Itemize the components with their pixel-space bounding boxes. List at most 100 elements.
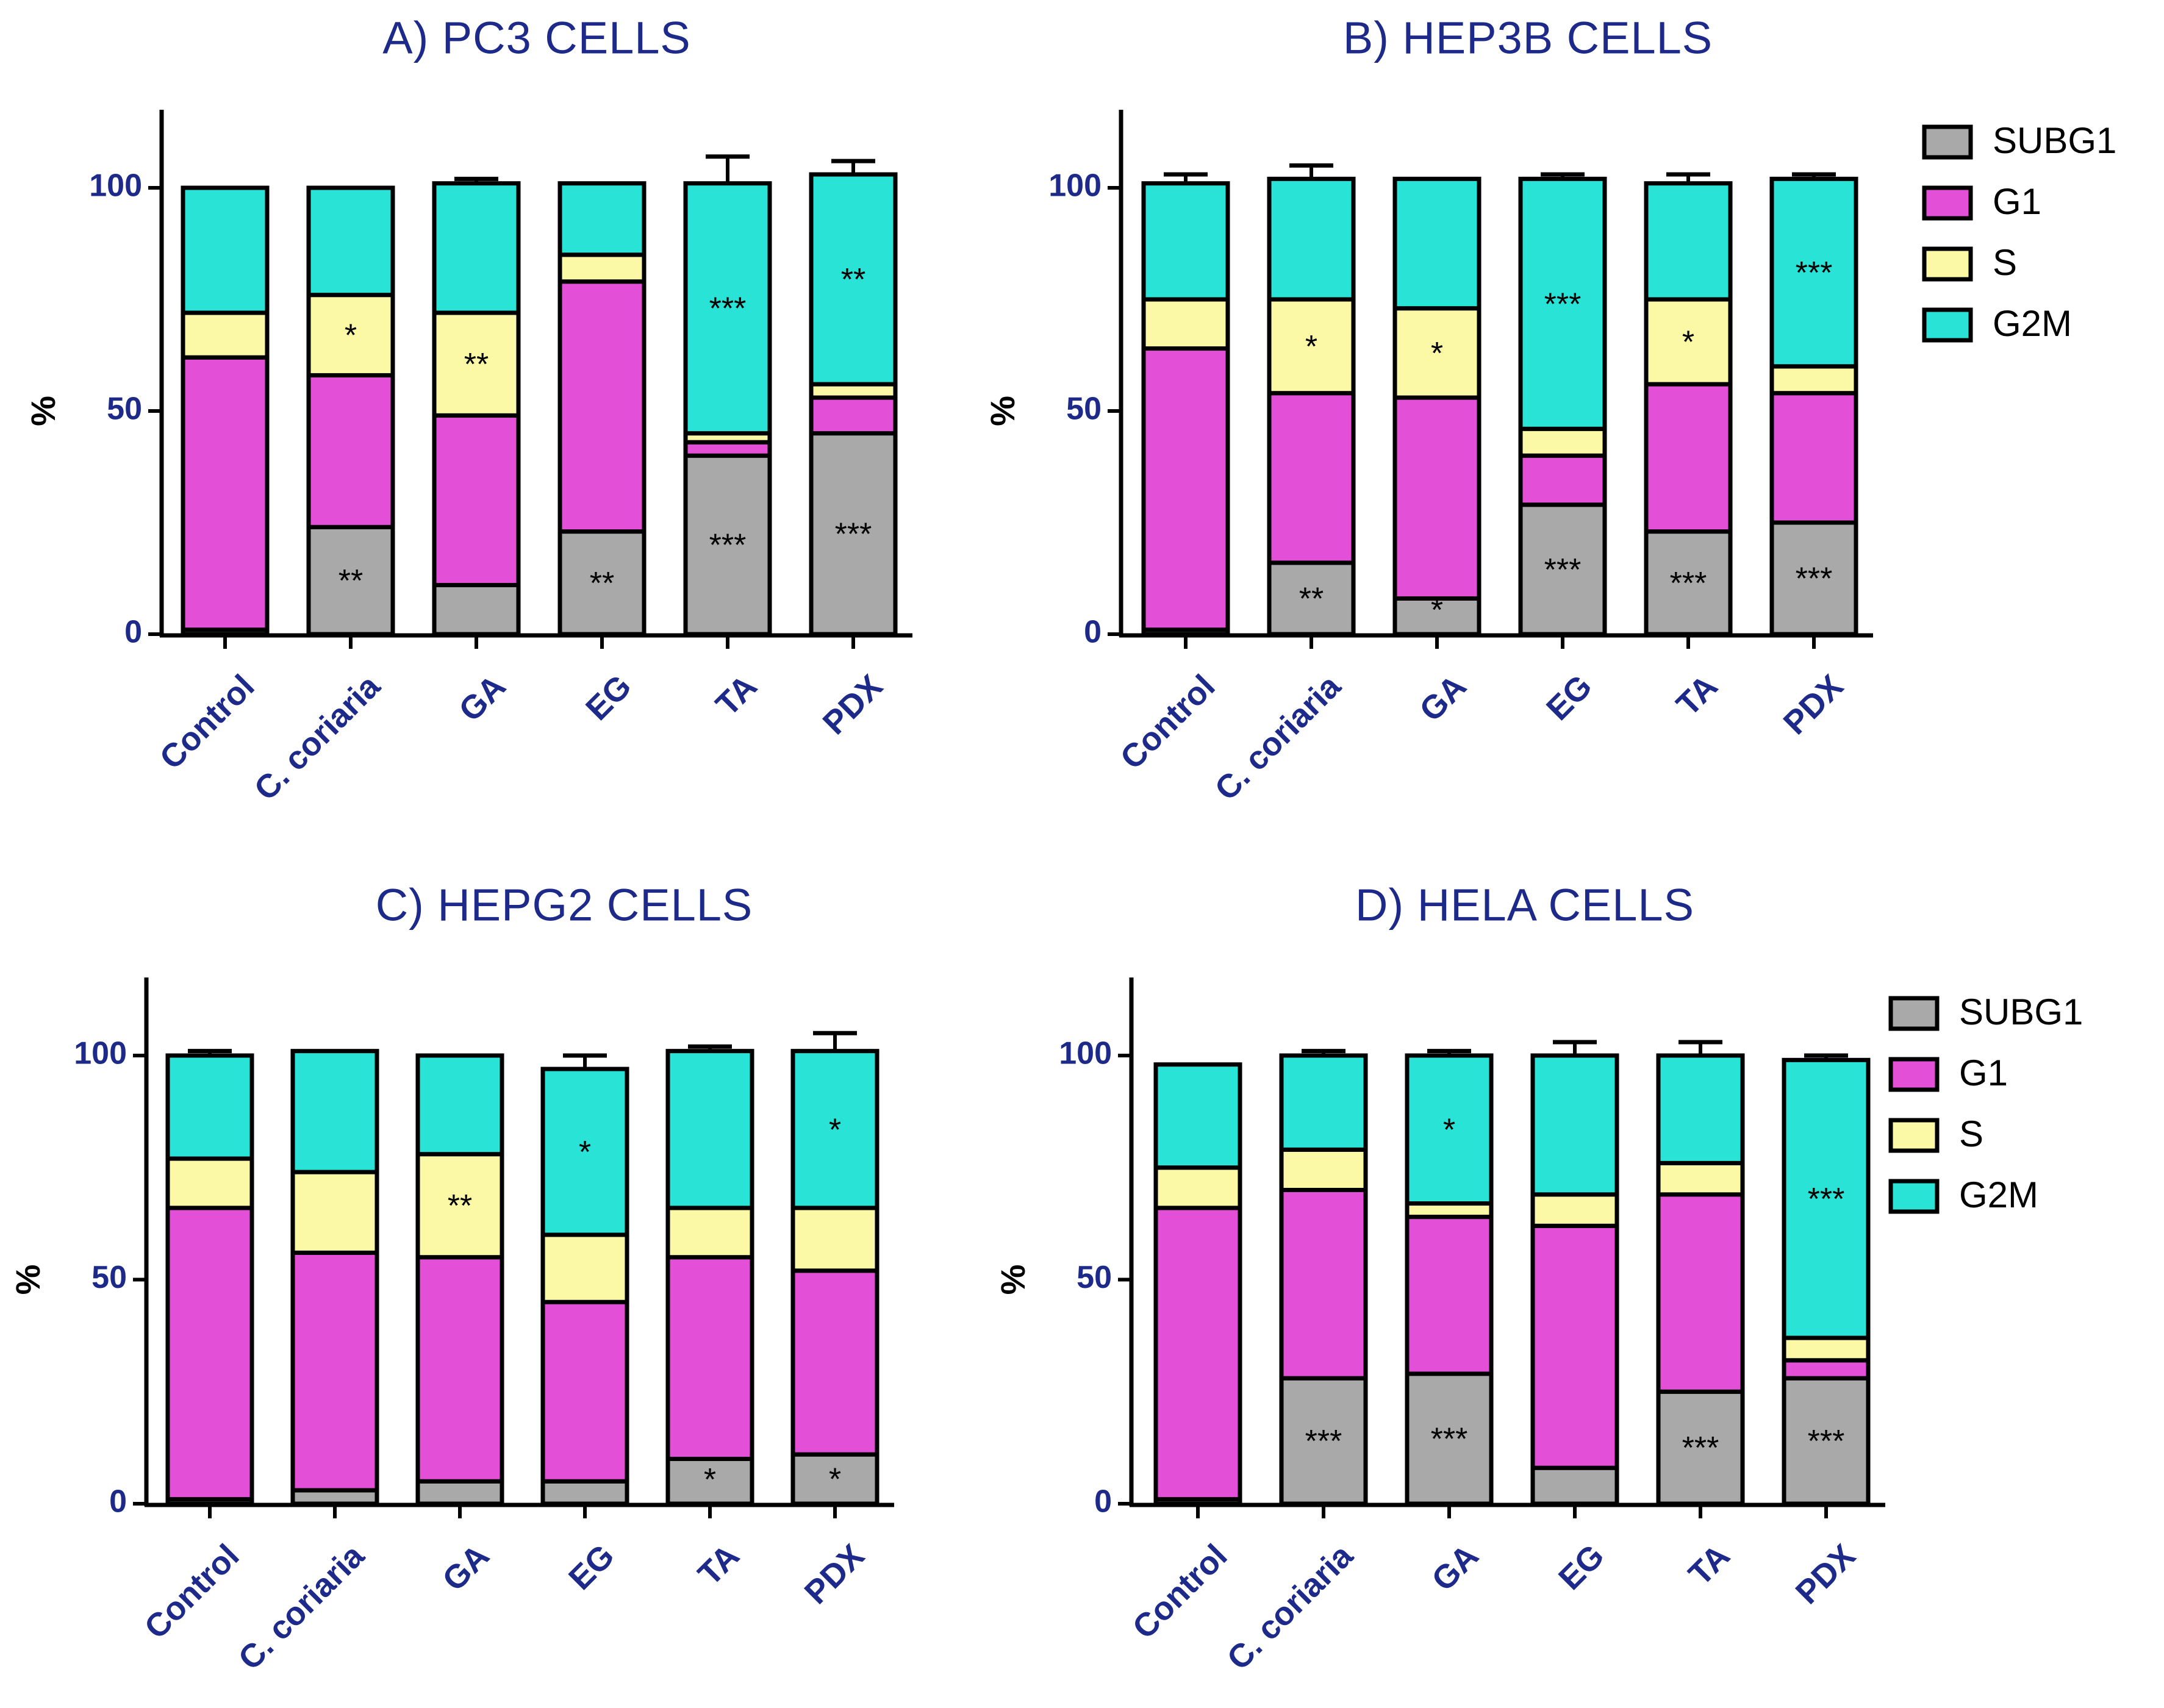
segment-g2m	[165, 1053, 254, 1161]
segment-subg1	[790, 1452, 880, 1506]
segment-s	[665, 1206, 754, 1260]
x-tick-label: Control	[137, 1537, 246, 1646]
segment-g1	[1141, 346, 1230, 632]
segment-g1	[1279, 1188, 1368, 1381]
segment-s	[1518, 426, 1607, 458]
significance-marker: **	[1299, 581, 1324, 616]
segment-g1	[306, 373, 395, 529]
segment-s	[290, 1170, 379, 1255]
y-tick-label: 50	[1066, 391, 1102, 427]
legend: SUBG1 G1 S G2M	[1888, 992, 2083, 1215]
significance-marker: ***	[1796, 562, 1833, 597]
significance-marker: ***	[1670, 566, 1707, 601]
bar-control	[165, 1049, 254, 1506]
segment-g1	[1405, 1215, 1494, 1376]
segment-subg1	[1769, 520, 1858, 637]
legend-swatch-s	[1888, 1118, 1940, 1153]
x-tick-label: GA	[1413, 668, 1474, 729]
bar-ta: *** ***	[683, 154, 772, 637]
segment-s	[1656, 1160, 1745, 1197]
segment-g1	[165, 1206, 254, 1502]
segment-g1	[1153, 1206, 1242, 1502]
segment-subg1	[415, 1479, 504, 1506]
x-tick-label: EG	[579, 668, 639, 727]
segment-s	[306, 293, 395, 377]
bar-control	[1153, 1062, 1242, 1506]
bar-ta: ***	[1656, 1040, 1745, 1506]
segment-g1	[1530, 1223, 1619, 1470]
legend-swatch-subg1	[1888, 996, 1940, 1031]
panel-hela: D) HELA CELLS 0 50 100% Control *** C. coriari…	[994, 880, 2083, 1678]
segment-g1	[415, 1255, 504, 1484]
legend-label-subg1: SUBG1	[1993, 120, 2116, 161]
segment-g1	[809, 395, 898, 436]
legend-label-s: S	[1993, 242, 2017, 283]
x-tick-label: PDX	[798, 1537, 872, 1611]
segment-s	[1644, 297, 1733, 387]
legend: SUBG1 G1 S G2M	[1922, 120, 2116, 344]
segment-subg1	[1279, 1376, 1368, 1506]
segment-g1	[1644, 382, 1733, 534]
significance-marker: ***	[709, 528, 747, 563]
segment-s	[1530, 1192, 1619, 1228]
x-tick-label: EG	[562, 1537, 622, 1597]
x-tick-label: PDX	[816, 668, 890, 741]
bar-ta: *	[665, 1044, 754, 1506]
x-tick-label: C. coriaria	[1208, 668, 1348, 808]
segment-g2m	[306, 185, 395, 298]
x-tick-label: C. coriaria	[231, 1537, 371, 1678]
segment-g2m	[1267, 176, 1356, 302]
significance-marker: **	[448, 1188, 472, 1224]
y-tick-label: 0	[109, 1484, 127, 1520]
segment-g2m	[1279, 1053, 1368, 1152]
significance-marker: ***	[1808, 1424, 1845, 1459]
segment-g2m	[790, 1049, 880, 1210]
bar-pdx: **	[790, 1031, 880, 1506]
x-tick-label: TA	[1682, 1537, 1736, 1592]
legend-swatch-g1	[1922, 185, 1973, 221]
x-tick-label: TA	[691, 1537, 746, 1592]
segment-g1	[557, 279, 647, 534]
bar-ga: **	[432, 176, 521, 637]
segment-subg1	[1656, 1389, 1745, 1506]
segment-g1	[540, 1299, 629, 1484]
x-tick-label: GA	[1425, 1537, 1486, 1598]
legend-swatch-s	[1922, 246, 1973, 282]
x-tick-label: Control	[152, 668, 261, 776]
y-tick-label: 100	[1048, 168, 1102, 204]
significance-marker: ***	[1305, 1424, 1342, 1459]
significance-marker: ***	[835, 516, 872, 552]
segment-s	[165, 1156, 254, 1210]
segment-subg1	[1267, 560, 1356, 637]
segment-g2m	[1141, 181, 1230, 302]
x-tick-label: GA	[435, 1537, 496, 1598]
x-tick-label: Control	[1125, 1537, 1234, 1646]
bar-control	[181, 185, 270, 637]
y-axis-label: %	[9, 1265, 47, 1295]
segment-g2m	[1405, 1053, 1494, 1206]
x-tick-label: EG	[1552, 1537, 1611, 1597]
segment-subg1	[683, 453, 772, 637]
significance-marker: **	[339, 563, 363, 599]
segment-g1	[1782, 1358, 1871, 1381]
segment-g2m	[1153, 1062, 1242, 1170]
significance-marker: ***	[1808, 1182, 1845, 1217]
significance-marker: *	[1305, 329, 1317, 365]
significance-marker: *	[345, 318, 357, 354]
x-tick-label: PDX	[1777, 668, 1851, 741]
legend-label-g2m: G2M	[1959, 1174, 2038, 1215]
segment-g2m	[290, 1049, 379, 1174]
segment-s	[1141, 297, 1230, 351]
significance-marker: **	[590, 566, 614, 601]
segment-subg1	[809, 431, 898, 637]
segment-g1	[1392, 395, 1481, 601]
segment-s	[1279, 1147, 1368, 1192]
legend-label-g1: G1	[1993, 181, 2041, 222]
y-axis-label: %	[24, 396, 62, 426]
segment-g2m	[1530, 1053, 1619, 1197]
significance-marker: ***	[709, 291, 747, 327]
segment-g1	[181, 355, 270, 632]
segment-s	[1267, 297, 1356, 396]
